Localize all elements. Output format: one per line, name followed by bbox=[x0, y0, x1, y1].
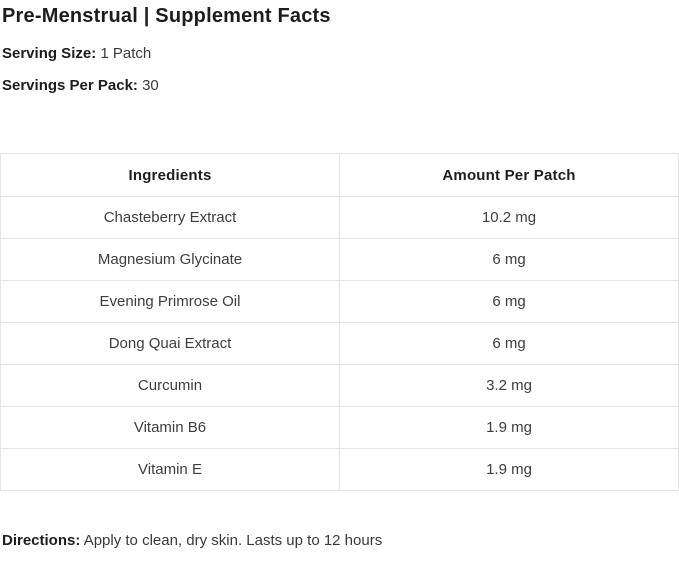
table-header-row: Ingredients Amount Per Patch bbox=[0, 153, 679, 197]
table-row: Curcumin 3.2 mg bbox=[0, 364, 679, 407]
column-header-amount-per-patch: Amount Per Patch bbox=[339, 153, 679, 197]
table-row: Magnesium Glycinate 6 mg bbox=[0, 238, 679, 281]
amount-cell: 10.2 mg bbox=[339, 196, 679, 239]
table-row: Dong Quai Extract 6 mg bbox=[0, 322, 679, 365]
directions-label: Directions: bbox=[2, 532, 81, 549]
column-header-ingredients: Ingredients bbox=[0, 153, 340, 197]
amount-cell: 6 mg bbox=[339, 238, 679, 281]
ingredient-cell: Chasteberry Extract bbox=[0, 196, 340, 239]
amount-cell: 1.9 mg bbox=[339, 448, 679, 491]
ingredients-table: Ingredients Amount Per Patch Chasteberry… bbox=[0, 153, 679, 491]
servings-per-pack-value: 30 bbox=[137, 77, 159, 94]
page-title: Pre-Menstrual | Supplement Facts bbox=[2, 5, 331, 27]
serving-size-value: 1 Patch bbox=[96, 45, 152, 62]
directions-text: Apply to clean, dry skin. Lasts up to 12… bbox=[80, 532, 383, 549]
ingredient-cell: Vitamin E bbox=[0, 448, 340, 491]
table-row: Evening Primrose Oil 6 mg bbox=[0, 280, 679, 323]
table-row: Vitamin E 1.9 mg bbox=[0, 448, 679, 491]
ingredient-cell: Magnesium Glycinate bbox=[0, 238, 340, 281]
directions-line: Directions: Apply to clean, dry skin. La… bbox=[2, 532, 679, 549]
ingredient-cell: Curcumin bbox=[0, 364, 340, 407]
amount-cell: 6 mg bbox=[339, 280, 679, 323]
amount-cell: 3.2 mg bbox=[339, 364, 679, 407]
ingredient-cell: Dong Quai Extract bbox=[0, 322, 340, 365]
servings-per-pack-label: Servings Per Pack: bbox=[2, 77, 138, 94]
table-row: Chasteberry Extract 10.2 mg bbox=[0, 196, 679, 239]
servings-per-pack-line: Servings Per Pack: 30 bbox=[2, 78, 679, 94]
amount-cell: 6 mg bbox=[339, 322, 679, 365]
ingredient-cell: Vitamin B6 bbox=[0, 406, 340, 449]
table-row: Vitamin B6 1.9 mg bbox=[0, 406, 679, 449]
amount-cell: 1.9 mg bbox=[339, 406, 679, 449]
ingredient-cell: Evening Primrose Oil bbox=[0, 280, 340, 323]
serving-size-line: Serving Size: 1 Patch bbox=[2, 46, 679, 62]
serving-size-label: Serving Size: bbox=[2, 45, 97, 62]
